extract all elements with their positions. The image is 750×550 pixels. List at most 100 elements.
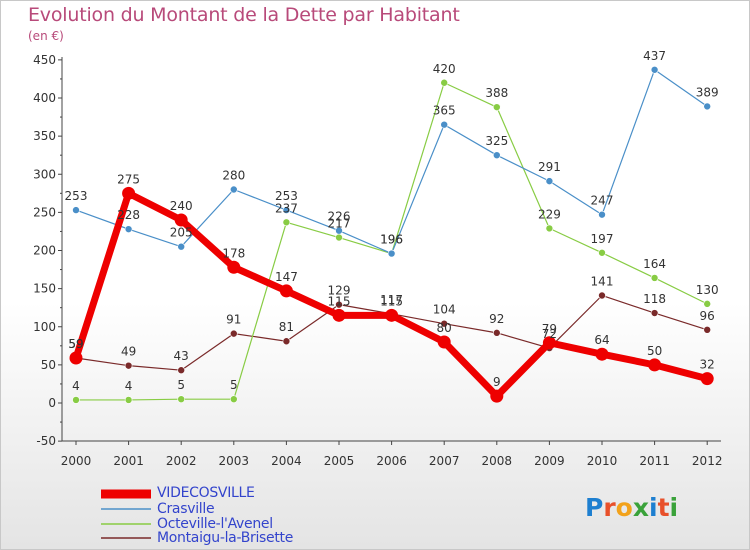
x-tick-label: 2005 xyxy=(324,454,355,468)
legend-label-montaigu: Montaigu-la-Brisette xyxy=(157,530,294,546)
data-label-octeville: 420 xyxy=(433,62,456,76)
data-label-octeville: 237 xyxy=(275,201,298,215)
data-point-videcosville xyxy=(332,308,346,322)
y-tick-label: 100 xyxy=(33,320,56,334)
data-label-octeville: 196 xyxy=(380,233,403,247)
data-point-octeville xyxy=(335,233,343,242)
data-point-octeville xyxy=(230,395,238,403)
data-point-octeville xyxy=(598,248,606,257)
data-point-octeville xyxy=(282,218,291,227)
x-tick-label: 2006 xyxy=(376,454,407,468)
y-tick-label: -50 xyxy=(36,434,56,448)
data-label-crasville: 226 xyxy=(328,210,351,224)
x-tick-label: 2008 xyxy=(482,454,513,468)
data-point-crasville xyxy=(703,102,712,111)
y-tick-label: 300 xyxy=(33,167,56,181)
data-point-videcosville xyxy=(122,186,136,200)
data-label-videcosville: 115 xyxy=(380,294,403,308)
data-point-crasville xyxy=(230,185,238,194)
data-label-octeville: 229 xyxy=(538,207,561,221)
data-label-octeville: 217 xyxy=(328,217,351,231)
x-tick-label: 2000 xyxy=(61,454,92,468)
logo-letter: i xyxy=(669,493,679,522)
data-label-montaigu: 81 xyxy=(279,320,294,334)
data-label-videcosville: 79 xyxy=(542,322,557,336)
x-tick-label: 2002 xyxy=(166,454,197,468)
data-label-montaigu: 96 xyxy=(700,309,715,323)
data-point-octeville xyxy=(440,78,449,87)
data-point-crasville xyxy=(282,206,291,214)
data-point-videcosville xyxy=(595,347,609,361)
data-label-crasville: 389 xyxy=(696,85,719,99)
data-point-octeville xyxy=(72,396,80,404)
data-point-videcosville xyxy=(542,336,556,350)
data-label-videcosville: 32 xyxy=(700,358,715,372)
y-tick-label: 0 xyxy=(48,396,56,410)
proxiti-logo: Proxiti xyxy=(585,493,678,522)
data-point-crasville xyxy=(598,210,606,219)
legend-label-crasville: Crasville xyxy=(157,501,215,517)
data-label-octeville: 130 xyxy=(696,283,719,297)
data-label-crasville: 196 xyxy=(380,233,403,247)
data-label-crasville: 253 xyxy=(65,189,88,203)
data-label-videcosville: 178 xyxy=(222,246,245,260)
x-tick-label: 2010 xyxy=(587,454,618,468)
data-point-octeville xyxy=(703,300,712,308)
logo-letter: t xyxy=(657,493,670,522)
data-label-videcosville: 50 xyxy=(647,344,662,358)
data-label-montaigu: 49 xyxy=(121,345,136,359)
y-tick-label: 50 xyxy=(41,358,56,372)
data-label-montaigu: 92 xyxy=(489,312,504,326)
data-point-crasville xyxy=(124,225,133,233)
data-label-montaigu: 43 xyxy=(174,349,189,363)
y-tick-label: 200 xyxy=(33,244,56,258)
data-point-montaigu xyxy=(177,366,185,375)
data-point-crasville xyxy=(387,249,396,258)
data-label-videcosville: 9 xyxy=(493,375,501,389)
data-label-montaigu: 129 xyxy=(328,284,351,298)
data-label-montaigu: 59 xyxy=(68,337,83,351)
logo-letter: x xyxy=(632,493,649,522)
data-label-videcosville: 147 xyxy=(275,270,298,284)
data-label-crasville: 228 xyxy=(117,208,140,222)
data-label-crasville: 365 xyxy=(433,104,456,118)
data-point-montaigu xyxy=(598,291,606,300)
data-point-montaigu xyxy=(650,309,659,317)
data-point-montaigu xyxy=(440,319,449,328)
y-tick-label: 400 xyxy=(33,91,56,105)
x-tick-label: 2007 xyxy=(429,454,460,468)
data-point-octeville xyxy=(650,274,659,282)
data-point-videcosville xyxy=(69,351,83,365)
logo-letter: o xyxy=(615,493,633,522)
data-label-crasville: 325 xyxy=(485,134,508,148)
x-tick-label: 2004 xyxy=(271,454,302,468)
data-label-crasville: 437 xyxy=(643,49,666,63)
data-point-videcosville xyxy=(227,260,241,274)
x-tick-label: 2009 xyxy=(534,454,565,468)
data-point-crasville xyxy=(440,120,449,129)
data-label-montaigu: 118 xyxy=(643,292,666,306)
data-point-videcosville xyxy=(279,284,293,298)
data-point-montaigu xyxy=(124,361,133,370)
data-point-octeville xyxy=(177,395,185,403)
data-point-montaigu xyxy=(230,329,238,338)
data-point-crasville xyxy=(545,177,554,185)
data-point-octeville xyxy=(124,396,133,404)
y-tick-label: 350 xyxy=(33,129,56,143)
data-label-crasville: 280 xyxy=(222,169,245,183)
data-point-montaigu xyxy=(492,329,501,337)
data-label-octeville: 5 xyxy=(230,378,238,392)
data-point-videcosville xyxy=(648,358,662,372)
data-label-montaigu: 72 xyxy=(542,327,557,341)
data-label-montaigu: 141 xyxy=(591,274,614,288)
data-point-crasville xyxy=(72,206,80,214)
data-label-montaigu: 104 xyxy=(433,303,456,317)
data-label-videcosville: 115 xyxy=(328,294,351,308)
data-point-crasville xyxy=(335,226,343,235)
data-point-octeville xyxy=(492,103,501,111)
x-tick-label: 2011 xyxy=(639,454,670,468)
data-point-montaigu xyxy=(282,337,291,346)
data-label-videcosville: 64 xyxy=(594,333,609,347)
data-point-crasville xyxy=(650,65,659,74)
